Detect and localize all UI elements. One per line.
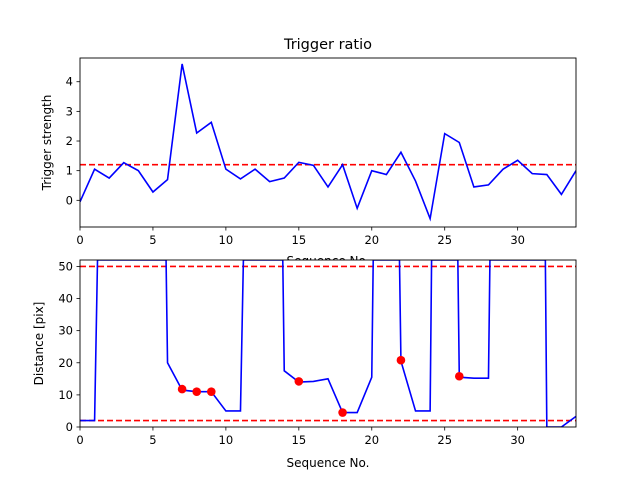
x-tick-label: 0 — [76, 233, 83, 247]
y-tick-label: 0 — [66, 420, 73, 434]
x-tick-label: 10 — [219, 233, 234, 247]
data-point-marker — [192, 387, 202, 396]
plot-frame — [79, 57, 577, 228]
y-axis-label: Distance [pix] — [32, 302, 46, 386]
x-tick-label: 15 — [292, 233, 307, 247]
x-tick-label: 30 — [510, 433, 525, 447]
data-point-marker — [177, 384, 187, 394]
data-point-marker — [294, 377, 304, 386]
x-tick-label: 0 — [76, 433, 83, 447]
subplot-bottom: 0 5 10 15 20 25 30 0 10 20 30 40 50 Sequence No. Dis… — [32, 259, 577, 470]
subplot-bottom-background — [80, 260, 576, 427]
x-tick-label: 5 — [149, 233, 156, 247]
y-tick-label: 0 — [66, 193, 73, 207]
plot-frame — [79, 259, 577, 428]
chart-title: Trigger ratio — [283, 37, 372, 53]
data-point-marker — [396, 355, 406, 365]
axis-ticks: 0 5 10 15 20 25 30 0 10 20 30 40 50 — [58, 259, 525, 447]
y-tick-label: 10 — [58, 388, 73, 402]
x-tick-label: 30 — [510, 233, 525, 247]
y-tick-label: 4 — [66, 75, 73, 89]
series-line — [80, 63, 576, 222]
data-point-marker — [206, 387, 216, 396]
x-tick-label: 25 — [437, 433, 452, 447]
x-tick-label: 20 — [364, 433, 379, 447]
x-tick-label: 10 — [219, 433, 234, 447]
data-point-marker — [454, 371, 464, 381]
y-tick-label: 40 — [58, 292, 73, 306]
y-tick-label: 2 — [66, 134, 73, 148]
x-tick-label: 5 — [149, 433, 156, 447]
y-tick-label: 3 — [66, 104, 73, 118]
y-tick-label: 30 — [58, 324, 73, 338]
x-tick-label: 20 — [364, 233, 379, 247]
x-axis-label: Sequence No. — [287, 456, 370, 470]
axis-ticks: 0 5 10 15 20 25 30 0 1 2 3 4 — [66, 75, 525, 247]
x-tick-label: 15 — [292, 433, 307, 447]
y-tick-label: 1 — [66, 164, 73, 178]
y-tick-label: 20 — [58, 356, 73, 370]
threshold-lines — [80, 265, 576, 422]
y-tick-label: 50 — [58, 259, 73, 273]
markers — [177, 355, 464, 417]
x-tick-label: 25 — [437, 233, 452, 247]
y-axis-label: Trigger strength — [40, 95, 54, 192]
series-line — [80, 260, 576, 427]
data-point-marker — [338, 408, 347, 417]
